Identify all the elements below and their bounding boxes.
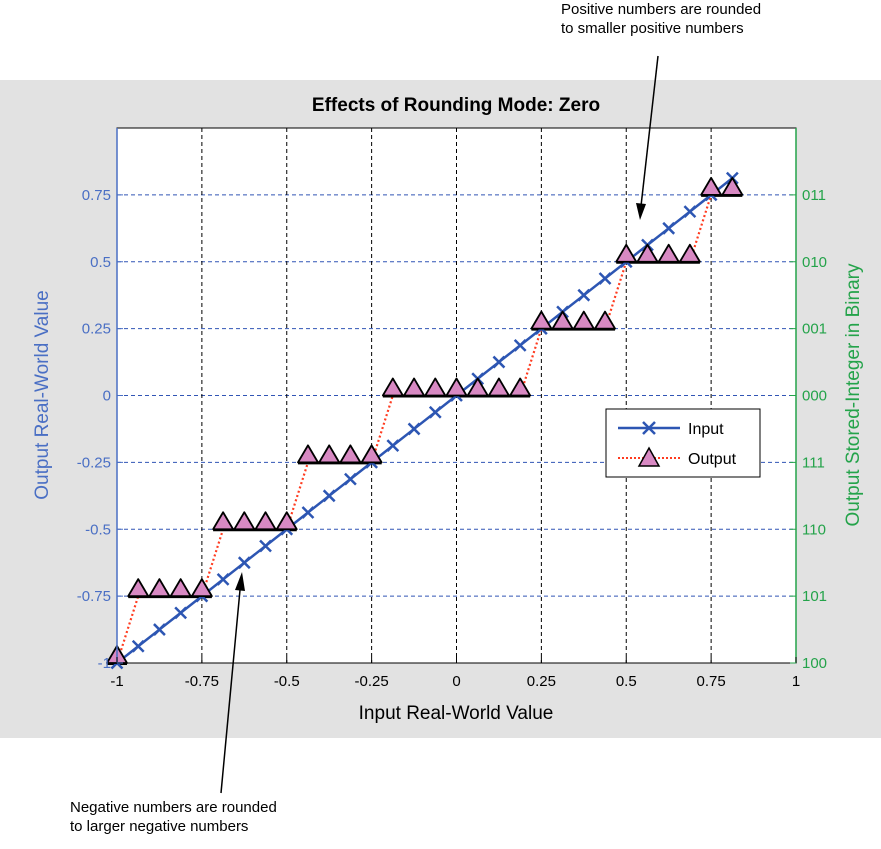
output-point-marker	[212, 511, 234, 531]
input-point-marker	[683, 205, 697, 218]
input-point-marker	[407, 422, 421, 436]
y2-tick-label: 010	[802, 254, 827, 271]
bottom-arrow-shaft	[220, 589, 241, 794]
x-tick-label: 0.5	[616, 673, 637, 690]
x-tick-label: 0.25	[527, 673, 556, 690]
input-point-marker	[237, 556, 251, 570]
output-point-marker	[488, 377, 510, 397]
output-point-marker	[127, 578, 150, 598]
y2-tick-label: 001	[802, 321, 827, 338]
chart-title: Effects of Rounding Mode: Zero	[312, 95, 600, 116]
input-point-marker	[598, 272, 612, 285]
top-arrow-head	[636, 203, 646, 220]
y-tick-label: -1	[98, 655, 111, 672]
y-tick-label: 0.25	[82, 321, 111, 338]
output-point-marker	[721, 176, 744, 196]
x-tick-label: -0.5	[274, 673, 300, 690]
x-tick-label: -1	[110, 673, 123, 690]
output-point-marker	[169, 578, 192, 598]
y-axis-label: Output Real-World Value	[32, 290, 53, 499]
input-point-marker	[131, 639, 145, 653]
input-point-marker	[577, 288, 591, 302]
bottom-annotation: Negative numbers are rounded to larger n…	[70, 798, 277, 836]
legend: Input Output	[605, 408, 761, 478]
output-point-marker	[190, 578, 213, 598]
input-point-marker	[662, 221, 676, 235]
bottom-annotation-line2: to larger negative numbers	[70, 818, 249, 835]
x-tick-label: -0.75	[185, 673, 219, 690]
output-point-marker	[700, 176, 723, 196]
output-point-marker	[275, 511, 298, 531]
input-point-marker	[492, 355, 506, 369]
x-tick-label: 0.75	[697, 673, 726, 690]
x-axis-label: Input Real-World Value	[359, 703, 554, 724]
input-point-marker	[386, 439, 400, 453]
output-point-marker	[360, 444, 383, 464]
x-tick-label: 0	[452, 673, 460, 690]
input-point-marker	[301, 506, 315, 519]
output-point-marker	[572, 310, 595, 330]
y2-axis-label: Output Stored-Integer in Binary	[843, 263, 864, 526]
output-point-marker	[381, 377, 404, 397]
top-annotation: Positive numbers are rounded to smaller …	[561, 0, 761, 38]
output-point-marker	[594, 310, 616, 330]
input-point-marker	[153, 623, 166, 636]
legend-output-marker	[637, 446, 661, 467]
output-point-marker	[233, 511, 256, 531]
output-point-marker	[636, 243, 659, 263]
bottom-annotation-line1: Negative numbers are rounded	[70, 799, 277, 816]
y-tick-label: 0.5	[90, 254, 111, 271]
y2-tick-label: 101	[802, 588, 827, 605]
bottom-arrow-head	[235, 572, 245, 591]
output-point-marker	[339, 444, 362, 464]
axes: -1 -0.75 -0.5 -0.25 0 0.25 0.5 0.75 1 -1 -0.75 -0.5…	[77, 187, 827, 690]
output-point-marker	[679, 243, 701, 263]
input-point-marker	[174, 606, 188, 620]
input-point-marker	[322, 489, 336, 503]
legend-input-marker	[642, 421, 656, 435]
input-point-marker	[344, 472, 357, 486]
y-tick-label: -0.5	[85, 521, 111, 538]
output-point-marker	[466, 377, 489, 397]
legend-output-label: Output	[688, 451, 737, 468]
output-point-marker	[148, 578, 171, 598]
output-point-marker	[551, 310, 574, 330]
input-point-marker	[513, 338, 527, 352]
output-point-marker	[530, 310, 553, 330]
y2-tick-label: 000	[802, 388, 827, 405]
output-point-marker	[318, 444, 341, 464]
y-tick-label: -0.25	[77, 454, 111, 471]
y2-tick-label: 011	[802, 187, 826, 204]
output-point-marker	[297, 444, 319, 464]
top-annotation-line2: to smaller positive numbers	[561, 20, 744, 37]
output-point-marker	[657, 243, 680, 263]
output-point-marker	[254, 511, 277, 531]
legend-box	[605, 408, 761, 478]
x-tick-label: -0.25	[355, 673, 389, 690]
output-point-marker	[403, 377, 425, 397]
x-tick-label: 1	[792, 673, 800, 690]
y-tick-label: 0.75	[82, 187, 111, 204]
output-point-marker	[615, 243, 638, 263]
y2-tick-label: 111	[802, 454, 825, 471]
y2-tick-label: 100	[802, 655, 827, 672]
top-annotation-line1: Positive numbers are rounded	[561, 1, 762, 18]
y2-tick-label: 110	[802, 521, 826, 538]
input-point-marker	[216, 573, 230, 586]
legend-input-label: Input	[688, 421, 724, 438]
input-point-marker	[259, 539, 272, 553]
input-point-marker	[428, 405, 442, 419]
y-tick-label: 0	[103, 388, 111, 405]
output-point-marker	[445, 377, 468, 397]
output-point-marker	[509, 377, 532, 397]
annotation-arrows	[220, 55, 659, 794]
y-tick-label: -0.75	[77, 588, 111, 605]
top-arrow-shaft	[640, 55, 659, 207]
output-point-marker	[424, 377, 447, 397]
